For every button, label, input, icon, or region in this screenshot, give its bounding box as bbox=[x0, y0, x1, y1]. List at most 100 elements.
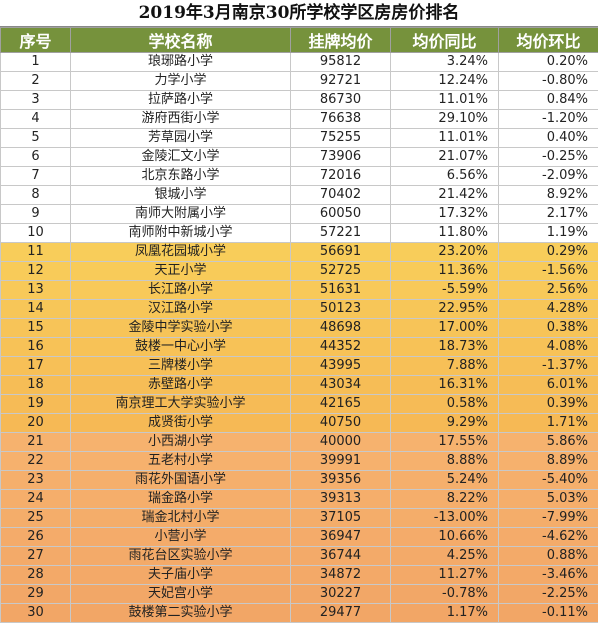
cell-rank: 22 bbox=[1, 452, 71, 471]
cell-price: 37105 bbox=[291, 509, 391, 528]
cell-yoy: 7.88% bbox=[391, 357, 499, 376]
cell-school: 芳草园小学 bbox=[71, 129, 291, 148]
cell-school: 南师附中新城小学 bbox=[71, 224, 291, 243]
cell-price: 39356 bbox=[291, 471, 391, 490]
cell-mom: -0.80% bbox=[499, 72, 598, 91]
cell-rank: 11 bbox=[1, 243, 71, 262]
cell-school: 银城小学 bbox=[71, 186, 291, 205]
cell-mom: 4.08% bbox=[499, 338, 598, 357]
cell-rank: 12 bbox=[1, 262, 71, 281]
header-price: 挂牌均价 bbox=[291, 28, 391, 53]
cell-school: 金陵中学实验小学 bbox=[71, 319, 291, 338]
cell-school: 天正小学 bbox=[71, 262, 291, 281]
cell-mom: 0.29% bbox=[499, 243, 598, 262]
cell-yoy: 16.31% bbox=[391, 376, 499, 395]
cell-yoy: 8.88% bbox=[391, 452, 499, 471]
cell-rank: 5 bbox=[1, 129, 71, 148]
cell-rank: 2 bbox=[1, 72, 71, 91]
cell-school: 金陵汇文小学 bbox=[71, 148, 291, 167]
cell-price: 30227 bbox=[291, 585, 391, 604]
cell-yoy: 12.24% bbox=[391, 72, 499, 91]
cell-school: 成贤街小学 bbox=[71, 414, 291, 433]
cell-mom: -7.99% bbox=[499, 509, 598, 528]
cell-rank: 16 bbox=[1, 338, 71, 357]
cell-price: 86730 bbox=[291, 91, 391, 110]
cell-yoy: 22.95% bbox=[391, 300, 499, 319]
cell-mom: 1.19% bbox=[499, 224, 598, 243]
cell-price: 72016 bbox=[291, 167, 391, 186]
cell-yoy: 0.58% bbox=[391, 395, 499, 414]
cell-rank: 1 bbox=[1, 53, 71, 72]
cell-yoy: -0.78% bbox=[391, 585, 499, 604]
cell-rank: 21 bbox=[1, 433, 71, 452]
cell-school: 三牌楼小学 bbox=[71, 357, 291, 376]
cell-price: 51631 bbox=[291, 281, 391, 300]
cell-mom: -4.62% bbox=[499, 528, 598, 547]
cell-school: 游府西街小学 bbox=[71, 110, 291, 129]
cell-price: 52725 bbox=[291, 262, 391, 281]
cell-rank: 4 bbox=[1, 110, 71, 129]
cell-yoy: 11.01% bbox=[391, 91, 499, 110]
cell-rank: 29 bbox=[1, 585, 71, 604]
cell-mom: 0.20% bbox=[499, 53, 598, 72]
cell-mom: -2.09% bbox=[499, 167, 598, 186]
cell-yoy: 10.66% bbox=[391, 528, 499, 547]
cell-price: 44352 bbox=[291, 338, 391, 357]
cell-price: 36744 bbox=[291, 547, 391, 566]
cell-school: 天妃宫小学 bbox=[71, 585, 291, 604]
cell-yoy: 1.17% bbox=[391, 604, 499, 623]
cell-price: 75255 bbox=[291, 129, 391, 148]
cell-price: 40000 bbox=[291, 433, 391, 452]
cell-mom: 0.39% bbox=[499, 395, 598, 414]
cell-mom: 4.28% bbox=[499, 300, 598, 319]
cell-yoy: -5.59% bbox=[391, 281, 499, 300]
cell-school: 力学小学 bbox=[71, 72, 291, 91]
cell-school: 五老村小学 bbox=[71, 452, 291, 471]
cell-yoy: 11.27% bbox=[391, 566, 499, 585]
cell-mom: 0.84% bbox=[499, 91, 598, 110]
cell-yoy: 11.01% bbox=[391, 129, 499, 148]
header-yoy: 均价同比 bbox=[391, 28, 499, 53]
cell-price: 50123 bbox=[291, 300, 391, 319]
cell-price: 43995 bbox=[291, 357, 391, 376]
cell-mom: 5.86% bbox=[499, 433, 598, 452]
cell-school: 南师大附属小学 bbox=[71, 205, 291, 224]
cell-rank: 30 bbox=[1, 604, 71, 623]
header-school: 学校名称 bbox=[71, 28, 291, 53]
cell-rank: 10 bbox=[1, 224, 71, 243]
cell-price: 29477 bbox=[291, 604, 391, 623]
cell-price: 48698 bbox=[291, 319, 391, 338]
cell-mom: 2.56% bbox=[499, 281, 598, 300]
cell-rank: 6 bbox=[1, 148, 71, 167]
cell-price: 57221 bbox=[291, 224, 391, 243]
cell-school: 瑞金北村小学 bbox=[71, 509, 291, 528]
cell-school: 凤凰花园城小学 bbox=[71, 243, 291, 262]
cell-mom: -0.25% bbox=[499, 148, 598, 167]
cell-rank: 24 bbox=[1, 490, 71, 509]
cell-mom: -5.40% bbox=[499, 471, 598, 490]
cell-mom: -1.37% bbox=[499, 357, 598, 376]
cell-rank: 17 bbox=[1, 357, 71, 376]
cell-school: 拉萨路小学 bbox=[71, 91, 291, 110]
cell-school: 汉江路小学 bbox=[71, 300, 291, 319]
cell-mom: 5.03% bbox=[499, 490, 598, 509]
